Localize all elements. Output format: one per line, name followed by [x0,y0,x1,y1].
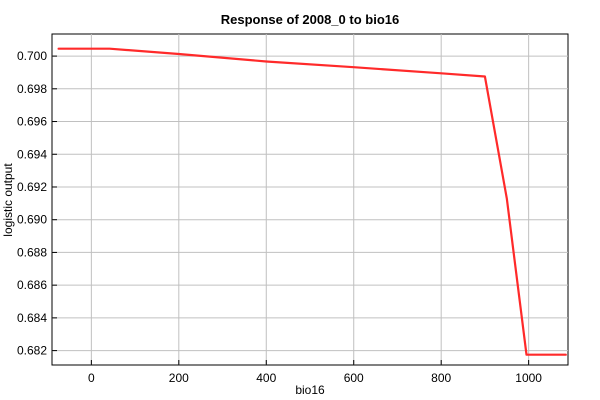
y-tick-label: 0.692 [17,180,47,194]
series-group [57,47,567,356]
y-axis-label: logistic output [1,163,15,237]
x-tick-label: 1000 [515,371,542,385]
x-tick-label: 0 [88,371,95,385]
x-tick-label: 600 [344,371,364,385]
x-axis: 0 200 400 600 800 1000 [88,360,542,385]
x-axis-label: bio16 [295,383,325,397]
y-tick-label: 0.696 [17,115,47,129]
y-tick-label: 0.694 [17,147,47,161]
y-tick-label: 0.690 [17,213,47,227]
x-tick-label: 200 [169,371,189,385]
y-axis: 0.682 0.684 0.686 0.688 0.690 0.692 0.694 0.696… [17,49,57,358]
y-tick-label: 0.700 [17,49,47,63]
y-tick-label: 0.688 [17,245,47,259]
y-tick-label: 0.684 [17,311,47,325]
y-tick-label: 0.698 [17,82,47,96]
x-tick-label: 800 [431,371,451,385]
y-tick-label: 0.686 [17,278,47,292]
plot-area [51,33,569,366]
series-line [57,47,567,356]
y-tick-label: 0.682 [17,344,47,358]
chart-title: Response of 2008_0 to bio16 [221,12,399,27]
grid [52,34,568,365]
x-tick-label: 400 [256,371,276,385]
